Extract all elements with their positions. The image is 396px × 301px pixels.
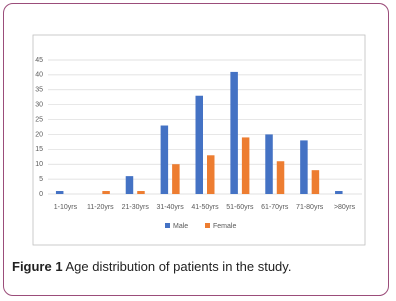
bar: [102, 191, 110, 194]
y-tick-label: 30: [35, 102, 43, 109]
x-tick-label: 61-70yrs: [261, 204, 289, 211]
y-tick-label: 0: [39, 191, 43, 198]
bar: [125, 176, 134, 194]
legend-label: Male: [173, 223, 188, 230]
caption-label: Figure 1: [12, 259, 63, 274]
bar: [300, 140, 308, 194]
y-tick-label: 20: [35, 131, 43, 138]
x-tick-label: 31-40yrs: [156, 204, 184, 211]
bar: [195, 95, 203, 194]
legend-swatch: [205, 223, 210, 228]
y-tick-label: 45: [35, 57, 43, 64]
y-tick-label: 35: [35, 87, 43, 94]
chart-frame: [32, 34, 366, 246]
bar: [311, 170, 320, 194]
x-tick-label: 71-80yrs: [296, 204, 324, 211]
y-tick-label: 40: [35, 72, 43, 79]
bar: [276, 161, 285, 194]
y-tick-label: 10: [35, 161, 43, 168]
caption-text: Age distribution of patients in the stud…: [65, 259, 292, 274]
card: [3, 3, 389, 296]
x-tick-label: 11-20yrs: [87, 204, 114, 211]
y-tick-label: 5: [39, 176, 43, 183]
bar: [230, 71, 238, 194]
bar: [172, 164, 180, 194]
x-tick-label: >80yrs: [334, 204, 356, 211]
bar: [160, 125, 169, 194]
legend-swatch: [165, 223, 170, 228]
bar: [265, 134, 273, 194]
caption: Figure 1 Age distribution of patients in…: [12, 259, 291, 274]
bar: [241, 137, 250, 194]
x-tick-label: 51-60yrs: [226, 204, 254, 211]
y-tick-label: 15: [35, 146, 43, 153]
x-tick-label: 41-50yrs: [191, 204, 219, 211]
bar: [55, 191, 64, 194]
legend-label: Female: [213, 223, 236, 230]
x-tick-label: 21-30yrs: [122, 204, 150, 211]
bar: [207, 155, 215, 194]
bar: [137, 191, 145, 194]
y-tick-label: 25: [35, 116, 43, 123]
x-tick-label: 1-10yrs: [54, 204, 78, 211]
bar: [335, 191, 343, 194]
